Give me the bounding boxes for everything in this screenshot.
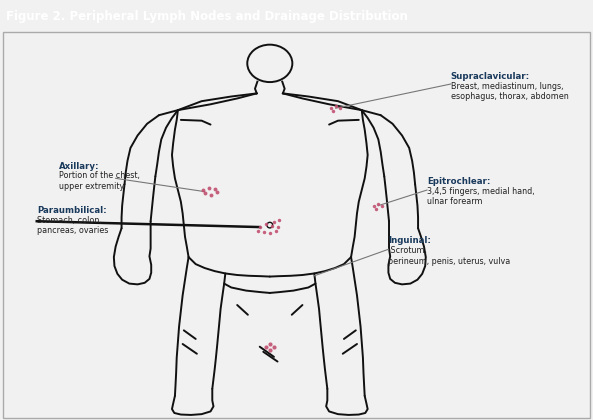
Text: Axillary:: Axillary: bbox=[59, 162, 100, 171]
Text: Epitrochlear:: Epitrochlear: bbox=[427, 177, 490, 186]
Text: Figure 2. Peripheral Lymph Nodes and Drainage Distribution: Figure 2. Peripheral Lymph Nodes and Dra… bbox=[6, 10, 408, 23]
Text: 3,4,5 fingers, medial hand,
ulnar forearm: 3,4,5 fingers, medial hand, ulnar forear… bbox=[427, 187, 534, 206]
Text: Stomach, colon,
pancreas, ovaries: Stomach, colon, pancreas, ovaries bbox=[37, 216, 108, 235]
Text: Breast, mediastinum, lungs,
esophagus, thorax, abdomen: Breast, mediastinum, lungs, esophagus, t… bbox=[451, 81, 569, 101]
Text: Scrotum,
perineum, penis, uterus, vulva: Scrotum, perineum, penis, uterus, vulva bbox=[388, 246, 511, 265]
Text: Inguinal:: Inguinal: bbox=[388, 236, 431, 245]
Text: Portion of the chest,
upper extremity: Portion of the chest, upper extremity bbox=[59, 171, 140, 191]
Text: Paraumbilical:: Paraumbilical: bbox=[37, 206, 106, 215]
Text: Supraclavicular:: Supraclavicular: bbox=[451, 72, 530, 81]
